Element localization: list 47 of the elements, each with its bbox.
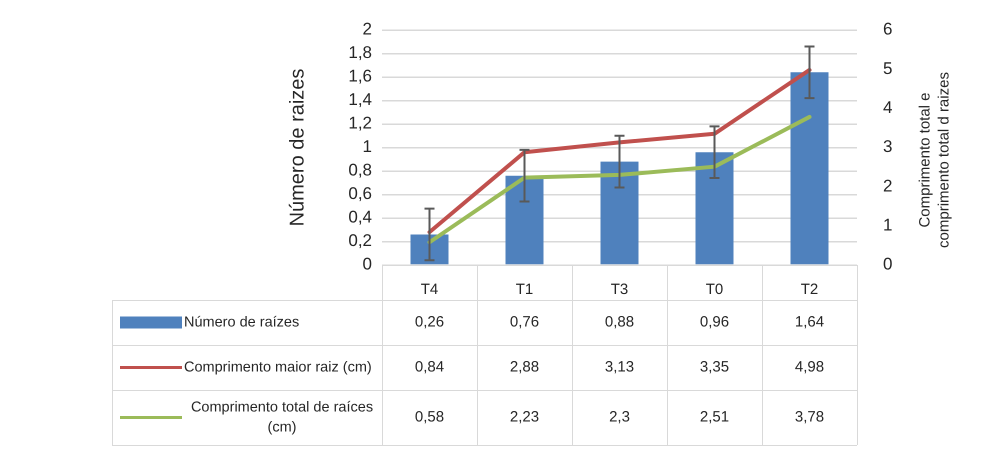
- y2-tick-label: 3: [883, 137, 892, 156]
- data-label: 1,64: [794, 314, 824, 331]
- y-tick-label: 1,6: [348, 66, 372, 86]
- data-label: 3,78: [794, 408, 824, 426]
- y2-tick-label: 4: [883, 98, 892, 118]
- bar: [506, 176, 544, 264]
- data-label: 3,35: [700, 358, 730, 376]
- y-tick-label: 1,4: [348, 90, 372, 110]
- legend-label: Número de raízes: [184, 314, 300, 330]
- y-tick-label: 1,8: [348, 43, 372, 62]
- y-tick-label: 0,8: [348, 160, 372, 180]
- data-label: 0,84: [414, 358, 444, 376]
- data-label: 0,76: [510, 314, 540, 331]
- legend-label: Comprimento maior raiz (cm): [184, 360, 372, 376]
- y2-tick-label: 6: [883, 20, 892, 39]
- data-label: 4,98: [794, 358, 824, 376]
- data-label: 3,13: [604, 358, 634, 376]
- y-tick-label: 1,2: [348, 114, 372, 133]
- bar: [696, 152, 734, 264]
- data-label: 2,51: [700, 408, 730, 426]
- data-label: 0,96: [700, 314, 730, 331]
- y-axis-title: Número de raizes: [286, 68, 309, 226]
- y2-axis-title: Comprimento total e comprimento total d raizes: [916, 72, 953, 248]
- x-tick-label: T1: [516, 281, 534, 298]
- data-label: 2,3: [609, 408, 630, 426]
- bar: [600, 162, 638, 264]
- y-tick-label: 0,6: [348, 184, 372, 204]
- y2-tick-label: 0: [883, 254, 892, 274]
- x-tick-label: T0: [706, 281, 724, 298]
- y2-tick-label: 1: [883, 216, 892, 235]
- data-label: 2,23: [510, 408, 540, 426]
- legend-label: Comprimento total de raíces (cm): [190, 400, 374, 436]
- y-tick-label: 2: [362, 20, 372, 39]
- data-label: 0,88: [604, 314, 634, 331]
- data-label: 0,26: [414, 314, 444, 331]
- x-tick-label: T3: [610, 281, 628, 298]
- y-tick-label: 1: [362, 137, 372, 156]
- y2-tick-label: 2: [883, 176, 892, 196]
- x-tick-label: T2: [800, 281, 818, 298]
- y-tick-label: 0,2: [348, 231, 372, 250]
- x-tick-label: T4: [420, 281, 438, 298]
- y-tick-label: 0,4: [348, 208, 372, 227]
- data-label: 2,88: [510, 358, 540, 376]
- bar: [790, 72, 828, 264]
- y2-tick-label: 5: [883, 58, 892, 78]
- data-label: 0,58: [414, 408, 444, 426]
- y-tick-label: 0: [362, 254, 372, 274]
